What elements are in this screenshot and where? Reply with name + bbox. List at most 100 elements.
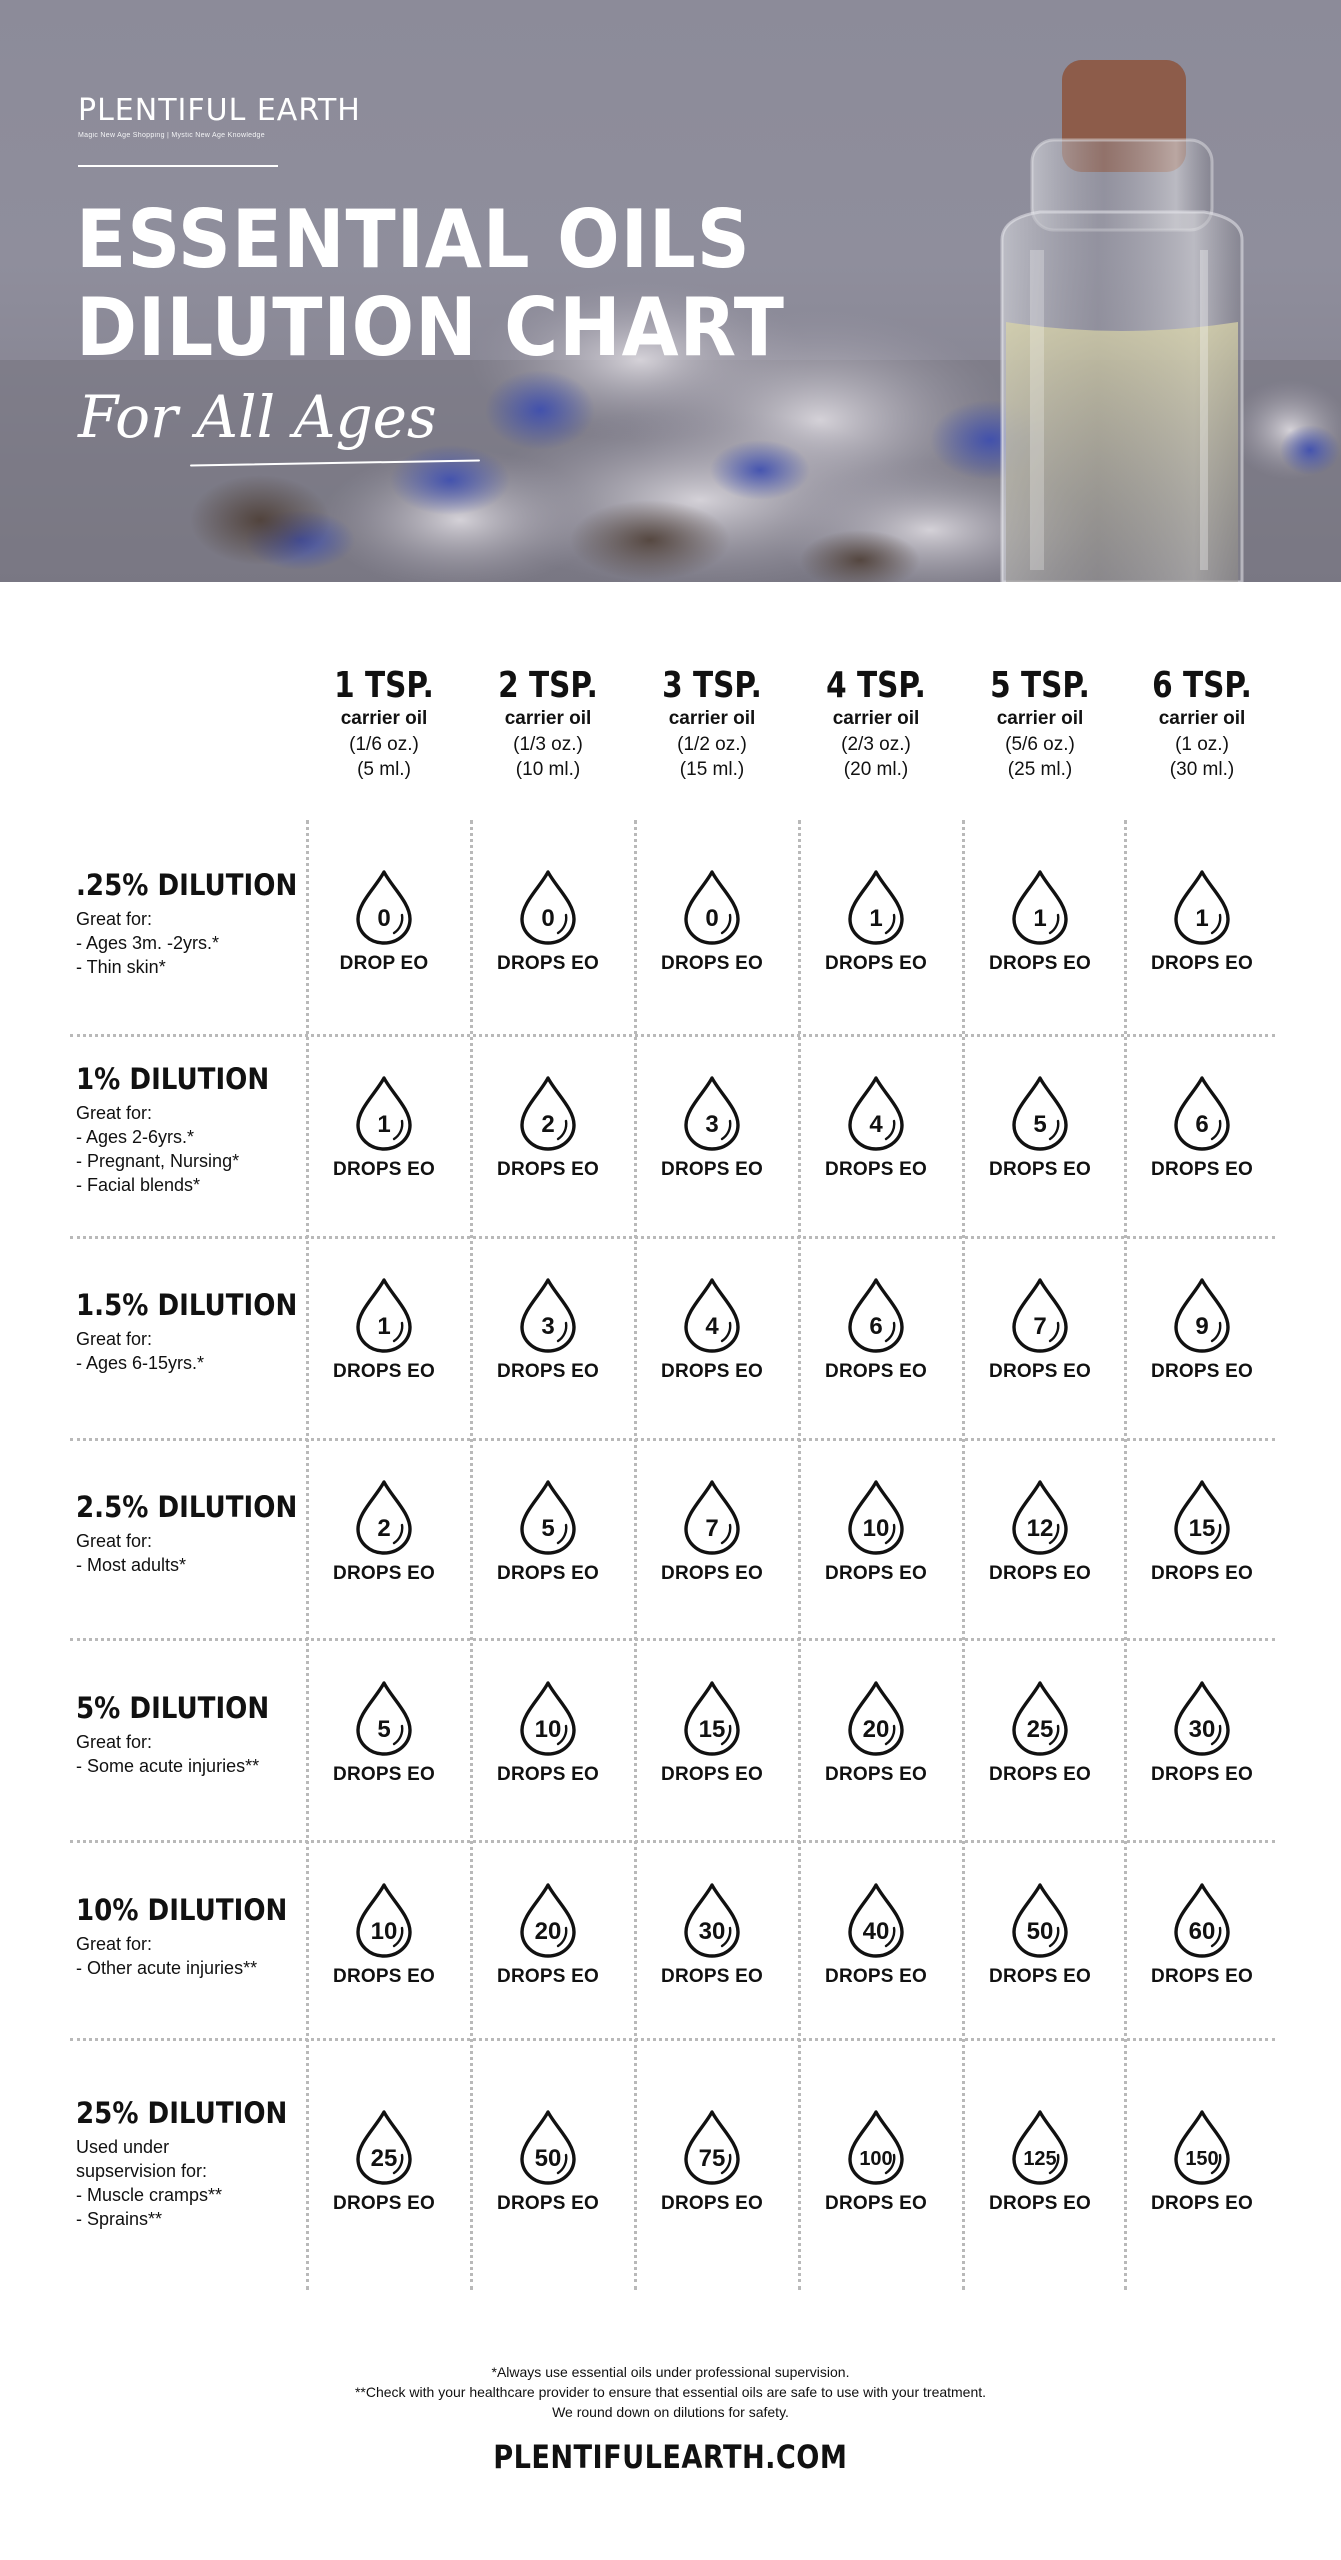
drop-cell: 2 DROPS EO [473, 1075, 623, 1181]
drop-icon [1174, 1278, 1230, 1353]
drop-count: 0 [377, 905, 391, 932]
drop-cell: 10 DROPS EO [473, 1680, 623, 1786]
drop-cell: 50 DROPS EO [473, 2109, 623, 2215]
dilution-note-line: - Some acute injuries** [76, 1756, 260, 1776]
drop-unit-label: DROPS EO [989, 1563, 1091, 1584]
dilution-note-line: - Ages 3m. -2yrs.* [76, 933, 220, 953]
column-amount: 6 TSP. [1152, 665, 1252, 706]
footnote-2: **Check with your healthcare provider to… [354, 2384, 987, 2400]
drop-icon [684, 870, 740, 945]
drop-unit-label: DROPS EO [825, 1361, 927, 1382]
page-title: ESSENTIAL OILS DILUTION CHART [76, 196, 785, 372]
drop-unit-label: DROPS EO [661, 953, 763, 974]
drop-count: 40 [862, 1918, 890, 1945]
drop-cell: 5 DROPS EO [965, 1075, 1115, 1181]
drop-unit-label: DROPS EO [497, 2193, 599, 2214]
drop-unit-label: DROPS EO [497, 1966, 599, 1987]
page-subtitle: For All Ages [78, 383, 437, 451]
drop-icon [356, 1480, 412, 1555]
column-header: 2 TSP. carrier oil (1/3 oz.) (10 ml.) [473, 666, 623, 782]
column-carrier: carrier oil [668, 708, 756, 729]
drop-count: 20 [862, 1716, 890, 1743]
drop-icon [356, 2110, 412, 2185]
drop-icon [520, 1480, 576, 1555]
drop-count: 15 [698, 1716, 726, 1743]
row-label: 1% DILUTION Great for: - Ages 2-6yrs.* - Pr… [76, 1061, 291, 1197]
column-ml: (20 ml.) [843, 759, 909, 780]
drop-unit-label: DROPS EO [333, 1764, 435, 1785]
drop-unit-label: DROPS EO [1151, 2193, 1253, 2214]
dilution-notes: Great for: - Ages 3m. -2yrs.* - Thin skin* [76, 907, 322, 979]
drop-count: 20 [534, 1918, 562, 1945]
drop-unit-label: DROPS EO [989, 1159, 1091, 1180]
drop-count: 5 [377, 1716, 391, 1743]
drop-unit-label: DROPS EO [661, 1361, 763, 1382]
drop-cell: 20 DROPS EO [801, 1680, 951, 1786]
drop-icon [848, 1681, 904, 1756]
drop-cell: 1 DROPS EO [801, 869, 951, 975]
dilution-note-line: Great for: [76, 1732, 153, 1752]
drop-count: 4 [705, 1313, 719, 1340]
drop-unit-label: DROPS EO [989, 953, 1091, 974]
column-ml: (5 ml.) [357, 759, 411, 780]
drop-icon [520, 870, 576, 945]
column-amount: 1 TSP. [334, 665, 434, 706]
grid-divider-horizontal [70, 2038, 1275, 2041]
hero-banner: PLENTIFUL EARTH Magic New Age Shopping |… [0, 0, 1341, 582]
drop-count: 10 [370, 1918, 398, 1945]
drop-cell: 3 DROPS EO [637, 1075, 787, 1181]
dilution-title: 2.5% DILUTION [76, 1490, 298, 1524]
brand-tagline: Magic New Age Shopping | Mystic New Age … [78, 132, 265, 139]
drop-cell: 0 DROP EO [309, 869, 459, 975]
column-header: 1 TSP. carrier oil (1/6 oz.) (5 ml.) [309, 666, 459, 782]
drop-unit-label: DROPS EO [825, 953, 927, 974]
drop-cell: 6 DROPS EO [1127, 1075, 1277, 1181]
drop-count: 150 [1185, 2148, 1219, 2170]
drop-count: 5 [1033, 1111, 1047, 1138]
drop-count: 50 [1026, 1918, 1054, 1945]
drop-count: 25 [1026, 1716, 1054, 1743]
dilution-title: 5% DILUTION [76, 1691, 270, 1725]
drop-count: 10 [862, 1515, 890, 1542]
drop-unit-label: DROPS EO [333, 2193, 435, 2214]
drop-unit-label: DROPS EO [825, 2193, 927, 2214]
footnote-3: We round down on dilutions for safety. [552, 2404, 789, 2420]
column-oz: (1/6 oz.) [349, 734, 419, 755]
column-oz: (1/2 oz.) [677, 734, 747, 755]
dilution-note-line: - Ages 6-15yrs.* [76, 1353, 205, 1373]
drop-unit-label: DROPS EO [661, 1966, 763, 1987]
drop-cell: 100 DROPS EO [801, 2109, 951, 2215]
column-amount: 3 TSP. [662, 665, 762, 706]
drop-unit-label: DROPS EO [825, 1159, 927, 1180]
grid-divider-horizontal [70, 1236, 1275, 1239]
drop-cell: 15 DROPS EO [1127, 1479, 1277, 1585]
drop-icon [1174, 1681, 1230, 1756]
column-ml: (15 ml.) [679, 759, 745, 780]
dilution-note-line: - Most adults* [76, 1555, 187, 1575]
drop-count: 1 [1195, 905, 1209, 932]
drop-unit-label: DROPS EO [497, 1563, 599, 1584]
drop-count: 7 [1033, 1313, 1047, 1340]
drop-unit-label: DROPS EO [1151, 1764, 1253, 1785]
drop-cell: 0 DROPS EO [637, 869, 787, 975]
drop-cell: 60 DROPS EO [1127, 1882, 1277, 1988]
drop-icon [848, 1278, 904, 1353]
drop-icon [520, 1883, 576, 1958]
column-carrier: carrier oil [504, 708, 592, 729]
column-oz: (1/3 oz.) [513, 734, 583, 755]
drop-unit-label: DROPS EO [989, 1764, 1091, 1785]
column-carrier: carrier oil [340, 708, 428, 729]
drop-count: 7 [705, 1515, 719, 1542]
drop-cell: 7 DROPS EO [637, 1479, 787, 1585]
drop-unit-label: DROPS EO [661, 2193, 763, 2214]
row-label: .25% DILUTION Great for: - Ages 3m. -2yrs.… [76, 867, 322, 979]
dilution-note-line: Great for: [76, 909, 153, 929]
drop-cell: 1 DROPS EO [965, 869, 1115, 975]
drop-unit-label: DROPS EO [1151, 1563, 1253, 1584]
column-header: 4 TSP. carrier oil (2/3 oz.) (20 ml.) [801, 666, 951, 782]
drop-cell: 6 DROPS EO [801, 1277, 951, 1383]
grid-divider-vertical [306, 820, 309, 2290]
website-link[interactable]: PLENTIFULEARTH.COM [0, 2438, 1341, 2476]
drop-count: 60 [1188, 1918, 1216, 1945]
drop-unit-label: DROPS EO [1151, 953, 1253, 974]
